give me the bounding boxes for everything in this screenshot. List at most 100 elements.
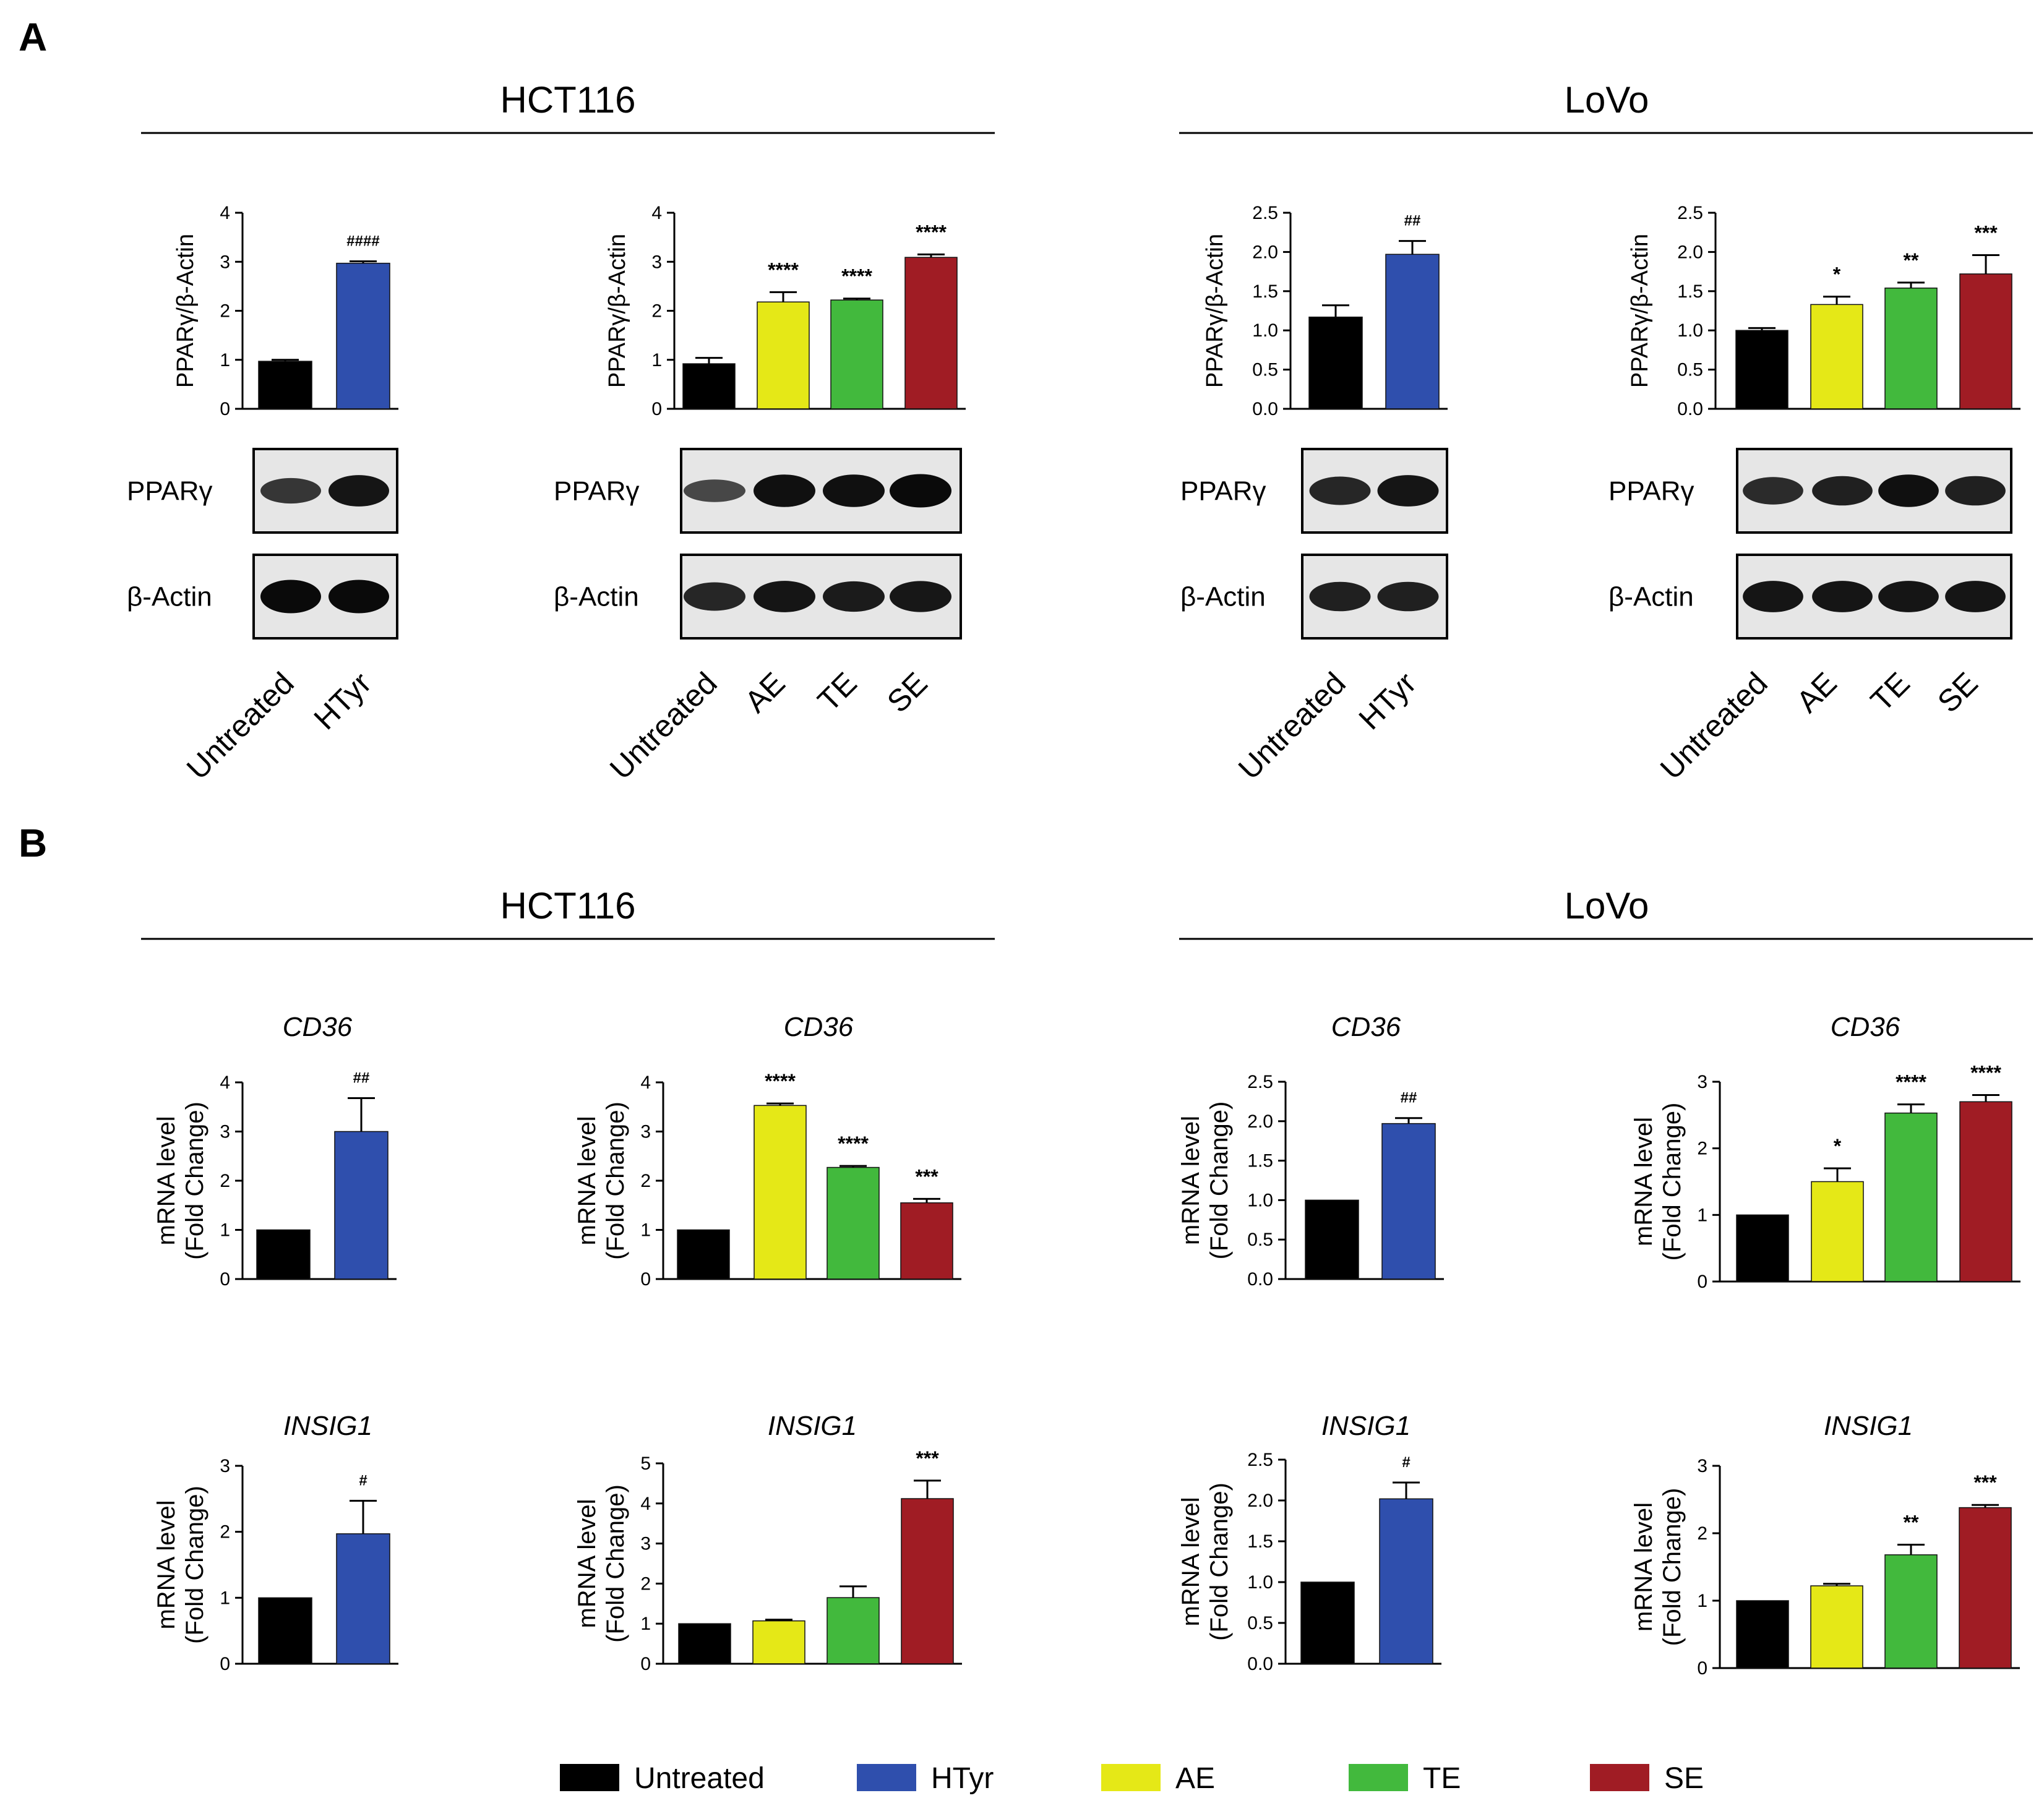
legend-label: HTyr: [931, 1762, 994, 1795]
y-tick-label: 1.5: [1252, 281, 1278, 302]
y-tick-label: 2.0: [1252, 242, 1278, 262]
y-tick-label: 1: [640, 1220, 651, 1241]
bar-se: [901, 1498, 954, 1664]
significance-label: ****: [841, 265, 872, 288]
bar-ae: [752, 1620, 805, 1664]
y-tick-label: 0.0: [1247, 1654, 1273, 1674]
y-tick-label: 0.5: [1252, 360, 1278, 380]
ppar-band: [1878, 474, 1939, 507]
y-tick-label: 0: [1697, 1272, 1707, 1292]
bar-se: [1959, 1507, 2012, 1669]
bar-se: [904, 257, 958, 409]
significance-label: **: [1904, 1512, 1919, 1534]
chart-b6: 0 1 2 3 4 5 mRNA level(Fold Change) INSIG1 ***: [573, 1411, 962, 1674]
y-axis-label: mRNA level(Fold Change): [1630, 1103, 1686, 1261]
y-tick-label: 0: [651, 399, 662, 419]
y-tick-label: 3: [220, 1122, 230, 1142]
significance-label: *: [1833, 263, 1841, 286]
chart-title: INSIG1: [283, 1411, 372, 1441]
actin-band: [754, 581, 815, 612]
legend-item-se: SE: [1590, 1762, 1704, 1795]
y-tick-label: 0: [220, 1654, 230, 1674]
y-tick-label: 2: [220, 301, 230, 322]
chart-b5: 0 1 2 3 mRNA level(Fold Change) INSIG1 #: [153, 1411, 398, 1674]
bar-te: [827, 1597, 880, 1664]
ppar-blot-label: PPARγ: [127, 476, 213, 507]
bar-htyr: [336, 262, 390, 409]
y-tick-label: 0.0: [1247, 1269, 1273, 1290]
ppar-band: [754, 474, 815, 507]
y-tick-label: 3: [1697, 1456, 1707, 1476]
y-tick-label: 2.0: [1677, 242, 1703, 262]
ppar-band: [684, 479, 745, 502]
chart-title: INSIG1: [1321, 1411, 1411, 1441]
bar-untreated: [678, 1623, 731, 1664]
y-tick-label: 3: [1697, 1072, 1707, 1092]
y-tick-label: 5: [640, 1453, 651, 1474]
y-axis-label: mRNA level(Fold Change): [1630, 1488, 1686, 1646]
bar-se: [900, 1202, 953, 1280]
bar-htyr: [1381, 1123, 1436, 1280]
bar-untreated: [1735, 330, 1788, 409]
chart-b3: 0.0 0.5 1.0 1.5 2.0 2.5 mRNA level(Fold Change…: [1177, 1012, 1444, 1290]
ppar-band: [1377, 475, 1439, 507]
bar-untreated: [1300, 1581, 1355, 1664]
section-title-b-hct116: HCT116: [500, 885, 636, 927]
y-tick-label: 4: [640, 1494, 651, 1514]
y-tick-label: 2.0: [1247, 1491, 1273, 1511]
ppar-band: [890, 474, 951, 508]
y-tick-label: 1.5: [1247, 1151, 1273, 1171]
significance-label: #: [1402, 1454, 1410, 1471]
bar-untreated: [682, 363, 736, 409]
actin-band: [1309, 581, 1371, 612]
y-axis-label: mRNA level(Fold Change): [573, 1102, 629, 1260]
legend-swatch: [1349, 1764, 1408, 1791]
actin-band: [1377, 581, 1439, 612]
y-tick-label: 0: [640, 1269, 651, 1290]
significance-label: ****: [916, 221, 947, 243]
significance-label: ####: [346, 233, 379, 249]
bar-htyr: [336, 1533, 390, 1664]
actin-blot-label: β-Actin: [127, 582, 212, 612]
y-tick-label: 4: [640, 1072, 651, 1093]
bar-ae: [1811, 1181, 1864, 1282]
y-tick-label: 2.5: [1677, 203, 1703, 223]
chart-title: CD36: [1331, 1012, 1401, 1042]
y-axis-label: mRNA level(Fold Change): [153, 1486, 208, 1644]
bar-te: [830, 299, 883, 409]
actin-band: [823, 581, 885, 612]
y-tick-label: 0.0: [1677, 399, 1703, 419]
bar-untreated: [258, 361, 312, 409]
significance-label: ****: [838, 1132, 869, 1155]
bar-te: [827, 1166, 880, 1280]
bar-untreated: [1736, 1600, 1789, 1669]
chart-a1: 0 1 2 3 4 PPARγ/β-Actin ####: [173, 203, 398, 419]
ppar-band: [1743, 477, 1803, 505]
bar-te: [1884, 1112, 1938, 1282]
significance-label: ****: [765, 1070, 796, 1092]
chart-b7: 0.0 0.5 1.0 1.5 2.0 2.5 mRNA level(Fold Change…: [1177, 1411, 1441, 1674]
y-tick-label: 2.5: [1247, 1072, 1273, 1092]
y-tick-label: 0.5: [1247, 1230, 1273, 1250]
y-tick-label: 1.0: [1252, 320, 1278, 341]
significance-label: ***: [1974, 221, 1998, 244]
actin-band: [684, 582, 745, 611]
legend-swatch: [1101, 1764, 1161, 1791]
y-tick-label: 2: [640, 1171, 651, 1191]
y-tick-label: 3: [220, 252, 230, 272]
actin-band: [1945, 581, 2006, 612]
significance-label: ##: [1401, 1090, 1417, 1106]
y-tick-label: 3: [640, 1122, 651, 1142]
legend-item-te: TE: [1349, 1762, 1461, 1795]
panel-label-a: A: [19, 15, 47, 59]
legend-swatch: [1590, 1764, 1649, 1791]
y-tick-label: 4: [651, 203, 662, 223]
significance-label: ##: [1404, 213, 1421, 229]
bar-se: [1959, 1101, 2012, 1282]
ppar-band: [260, 477, 321, 504]
y-tick-label: 1.5: [1247, 1531, 1273, 1552]
actin-band: [1878, 581, 1939, 612]
significance-label: ****: [768, 259, 799, 281]
